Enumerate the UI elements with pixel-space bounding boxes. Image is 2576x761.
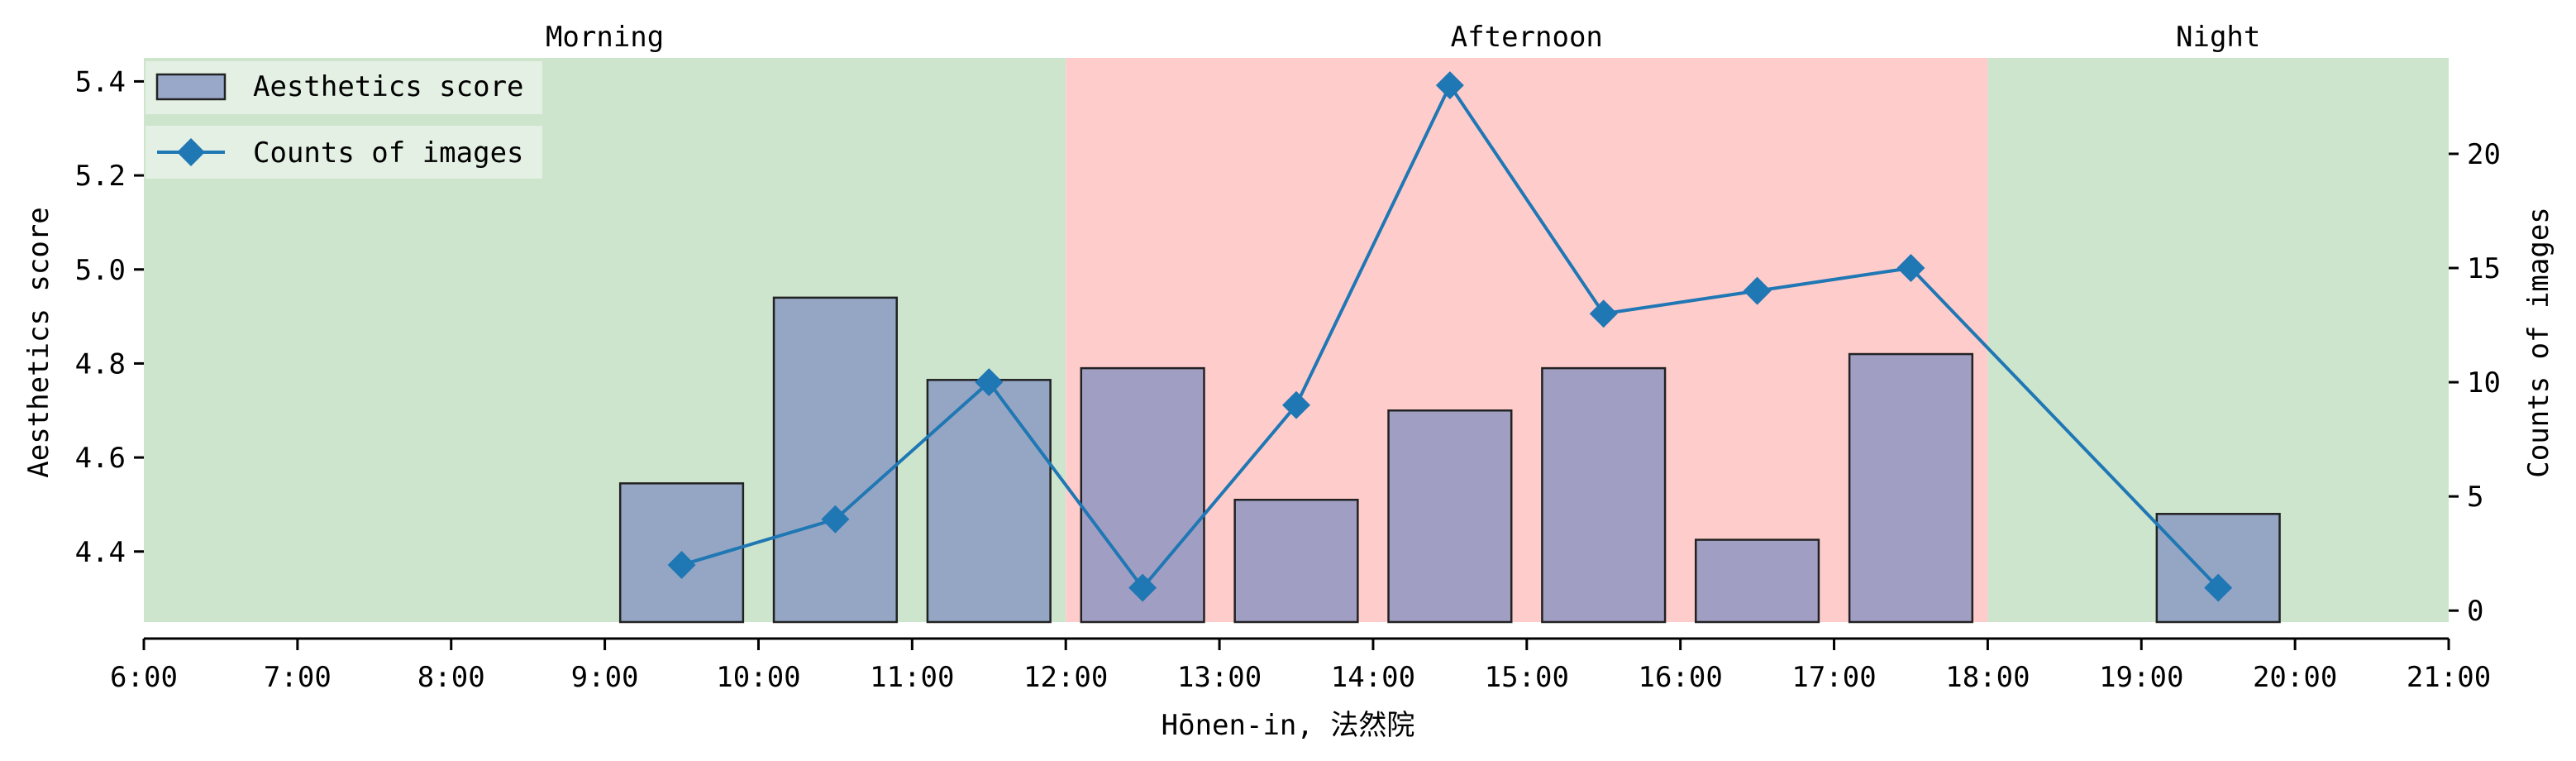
axes: 6:00 7:00 8:00 9:00 10:00 11:00 12:00 13:00 14:0… — [75, 65, 2501, 694]
x-tick-label-3: 9:00 — [571, 661, 639, 694]
y-axis-label-left: Aesthetics score — [22, 207, 55, 478]
counts-point-4 — [1282, 390, 1310, 419]
counts-point-0 — [667, 551, 696, 579]
bar-9 — [2155, 513, 2281, 624]
y-left-tick-label-3: 5.0 — [75, 254, 126, 287]
x-tick-label-12: 18:00 — [1945, 661, 2030, 694]
y-left-tick-label-2: 4.8 — [75, 347, 126, 380]
bar-8 — [1848, 352, 1974, 624]
y-left-tick-label-1: 4.6 — [75, 442, 126, 475]
y-left-tick-label-0: 4.4 — [75, 536, 126, 569]
x-tick-label-4: 10:00 — [716, 661, 800, 694]
axis-labels: Hōnen-in, 法然院 Aesthetics score Counts of… — [22, 207, 2555, 742]
legend-label-counts: Counts of images — [253, 136, 524, 170]
x-tick-label-8: 14:00 — [1331, 661, 1415, 694]
bar-4 — [1233, 498, 1359, 624]
x-tick-label-15: 21:00 — [2407, 661, 2491, 694]
x-axis-label: Hōnen-in, 法然院 — [1162, 709, 1415, 742]
period-band-1 — [1066, 58, 1988, 622]
legend-swatch-aesthetics — [155, 73, 227, 101]
y-right-tick-label-1: 5 — [2467, 481, 2483, 514]
x-tick-label-9: 15:00 — [1485, 661, 1569, 694]
x-tick-label-11: 17:00 — [1791, 661, 1876, 694]
x-tick-label-0: 6:00 — [110, 661, 178, 694]
y-right-tick-label-0: 0 — [2467, 595, 2483, 628]
legend-label-aesthetics: Aesthetics score — [253, 70, 524, 103]
counts-point-5 — [1435, 71, 1464, 100]
bar-7 — [1695, 538, 1820, 624]
y-left-tick-label-5: 5.4 — [75, 65, 126, 98]
period-label-1: Afternoon — [1451, 21, 1603, 54]
legend: Aesthetics score Counts of images — [145, 61, 542, 179]
x-tick-label-6: 12:00 — [1023, 661, 1108, 694]
x-tick-label-13: 19:00 — [2099, 661, 2183, 694]
x-tick-label-1: 7:00 — [264, 661, 332, 694]
y-left-tick-label-4: 5.2 — [75, 160, 126, 193]
y-axis-label-right: Counts of images — [2522, 207, 2555, 478]
y-right-tick-label-2: 10 — [2467, 366, 2501, 400]
x-tick-label-2: 8:00 — [417, 661, 485, 694]
x-tick-label-14: 20:00 — [2253, 661, 2337, 694]
counts-point-1 — [821, 505, 850, 534]
bar-6 — [1541, 366, 1667, 624]
counts-point-3 — [1128, 573, 1157, 602]
period-label-0: Morning — [546, 21, 664, 54]
bar-2 — [926, 379, 1052, 624]
bars-aesthetics-score — [618, 296, 2281, 624]
x-tick-label-5: 11:00 — [870, 661, 954, 694]
x-tick-label-7: 13:00 — [1177, 661, 1262, 694]
y-right-tick-label-4: 20 — [2467, 138, 2501, 171]
counts-point-2 — [975, 368, 1004, 397]
bar-5 — [1387, 409, 1513, 624]
y-right-tick-label-3: 15 — [2467, 252, 2501, 285]
bar-1 — [772, 296, 898, 624]
counts-line — [680, 82, 2220, 591]
x-tick-label-10: 16:00 — [1638, 661, 1722, 694]
legend-swatch-marker-counts — [177, 138, 205, 166]
period-label-2: Night — [2176, 21, 2260, 54]
